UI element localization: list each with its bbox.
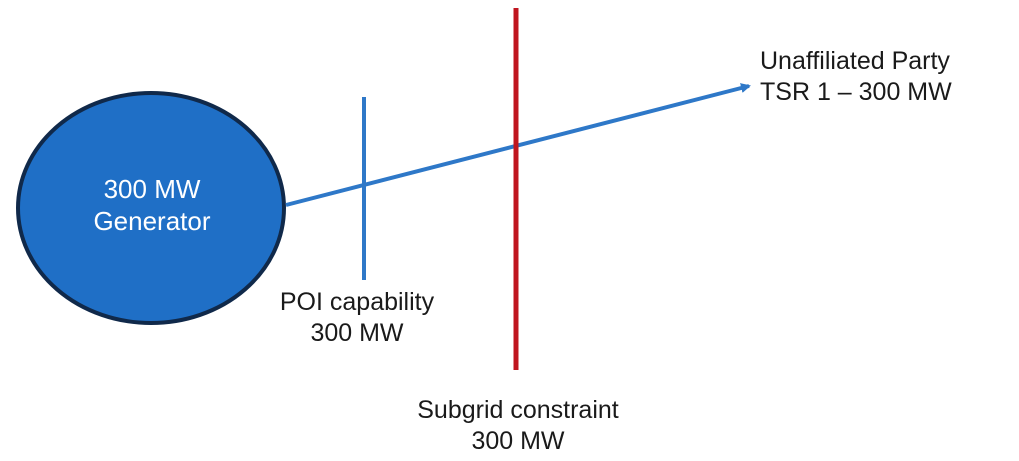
unaffiliated-party-label: Unaffiliated Party TSR 1 – 300 MW (760, 46, 1019, 108)
generator-node (16, 91, 286, 325)
generator-label: 300 MW Generator (62, 173, 242, 237)
party-label-line1: Unaffiliated Party (760, 47, 950, 75)
subgrid-constraint-label: Subgrid constraint 300 MW (373, 395, 663, 457)
poi-label-line1: POI capability (279, 288, 435, 316)
poi-label-line2: 300 MW (310, 319, 404, 347)
party-label-line2: TSR 1 – 300 MW (760, 78, 952, 106)
generator-label-line1: 300 MW (103, 174, 201, 204)
generator-label-line2: Generator (93, 206, 211, 236)
subgrid-label-line1: Subgrid constraint (417, 396, 619, 424)
poi-capability-label: POI capability 300 MW (237, 287, 477, 349)
subgrid-label-line2: 300 MW (471, 427, 565, 455)
